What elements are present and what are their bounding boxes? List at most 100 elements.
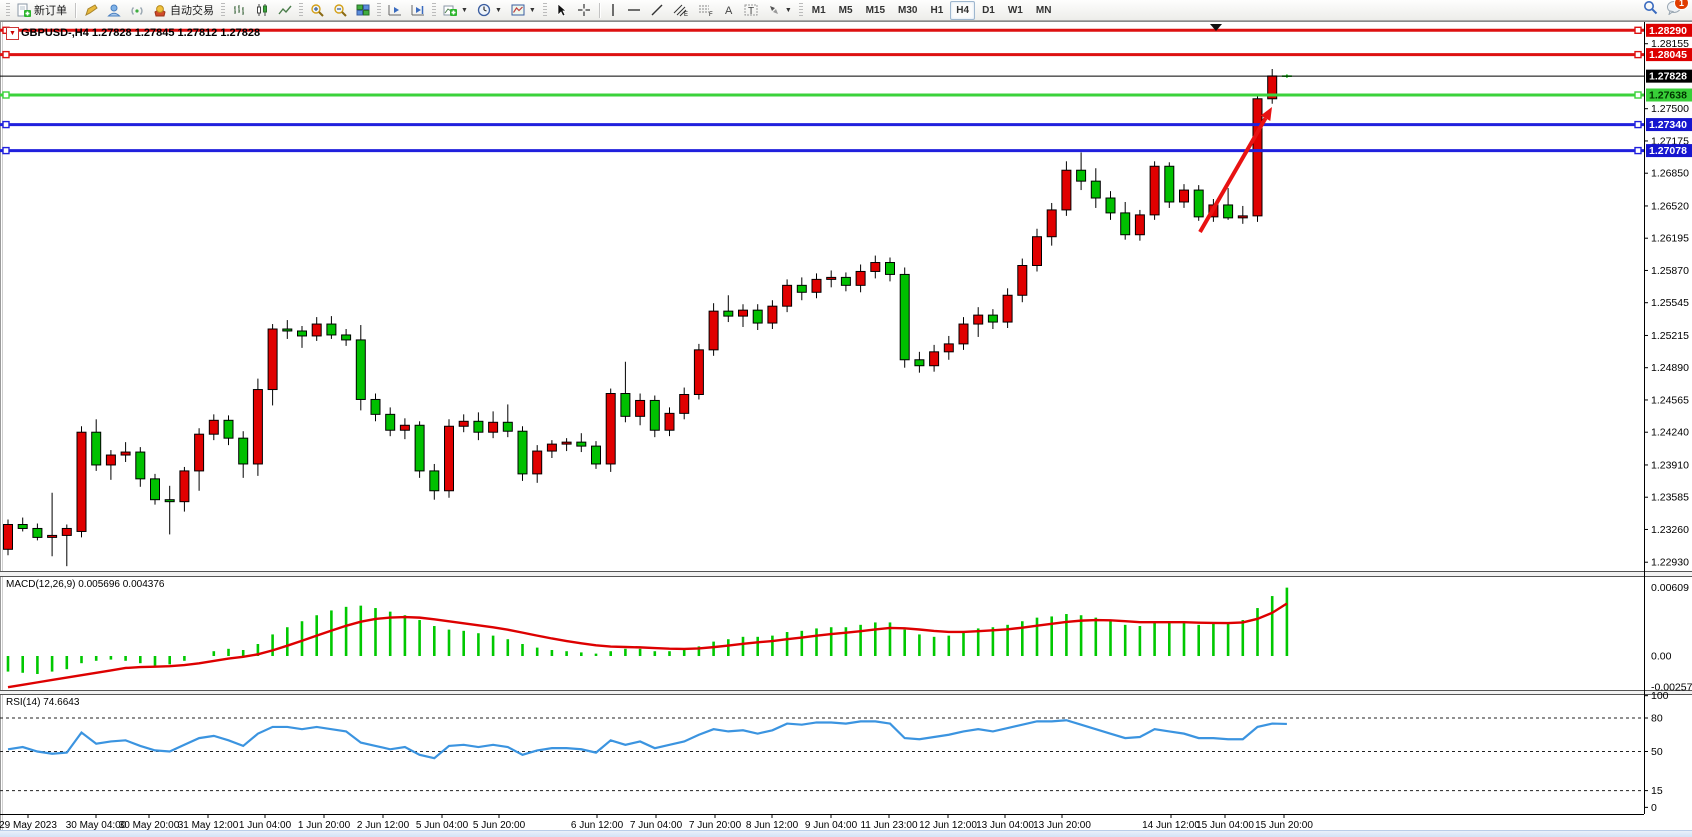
candle-body [973,314,984,325]
horizontal-line-tool-button[interactable] [623,0,645,21]
timeframe-h4[interactable]: H4 [950,0,976,20]
candle-body [958,323,969,345]
periods-button[interactable]: ▼ [473,0,506,21]
indicators-icon [443,3,457,17]
candle-body [341,334,352,341]
line-handle[interactable] [1634,50,1642,59]
equidistant-channel-tool-button[interactable]: E [669,0,693,21]
chart-shift-button[interactable] [407,0,429,21]
candle-body [385,413,396,431]
line-handle[interactable] [2,91,10,99]
signals-button[interactable] [126,0,148,21]
rsi-scale-label: 100 [1651,690,1669,702]
time-axis-label: 30 May 04:00 [66,820,127,831]
candle-body [1002,294,1013,323]
text-label-icon: T [744,3,758,17]
time-axis-label: 15 Jun 04:00 [1196,820,1254,831]
zoom-out-button[interactable] [329,0,351,21]
templates-button[interactable]: ▼ [507,0,540,21]
crosshair-tool-button[interactable] [573,0,595,21]
svg-text:E: E [684,12,688,17]
candle-body [738,309,748,317]
trendline-tool-button[interactable] [646,0,668,21]
line-handle[interactable] [1634,91,1642,99]
arrows-tool-button[interactable]: ▼ [763,0,796,21]
line-handle[interactable] [1634,146,1642,155]
svg-text:A: A [725,5,733,17]
candle-body [561,441,572,445]
candle-body [1164,165,1175,203]
profile-button[interactable] [103,0,125,21]
tile-windows-button[interactable] [352,0,374,21]
line-handle[interactable] [1634,26,1642,35]
text-label-tool-button[interactable]: T [740,0,762,21]
timeframe-m5[interactable]: M5 [838,4,853,16]
candle-body [1237,215,1248,219]
search-icon[interactable] [1643,0,1658,20]
candle-body [76,431,87,532]
candle-body [1076,169,1087,182]
periods-caret: ▼ [494,6,502,14]
auto-trading-label: 自动交易 [170,5,214,17]
channel-icon: E [673,3,689,17]
candle-body [1193,189,1204,218]
macd-indicator-label: MACD(12,26,9) 0.005696 0.004376 [6,579,165,590]
price-tag [1646,48,1692,62]
new-order-button[interactable]: 新订单 [13,0,71,21]
line-handle[interactable] [2,146,10,155]
auto-scroll-button[interactable] [384,0,406,21]
vertical-line-tool-button[interactable] [604,0,622,21]
price-tick-label: 1.23585 [1651,492,1689,504]
horizontal-line-icon [627,3,641,17]
notifications-button[interactable]: 1 [1666,0,1689,20]
candle-body [811,278,822,293]
chart-window-icon: ▼ [6,27,19,40]
zoom-in-button[interactable] [306,0,328,21]
line-handle[interactable] [2,50,10,59]
fibonacci-tool-button[interactable]: F [694,0,718,21]
cursor-tool-button[interactable] [550,0,572,21]
timeframe-w1[interactable]: W1 [1007,4,1023,16]
time-axis-label: 5 Jun 04:00 [416,820,469,831]
indicators-button[interactable]: ▼ [439,0,472,21]
timeframe-mn[interactable]: MN [1035,4,1052,16]
candle-body [649,399,660,431]
candlestick-mode-button[interactable] [251,0,273,21]
time-axis-label: 7 Jun 20:00 [689,820,742,831]
price-tick-label: 1.24240 [1651,427,1689,439]
bar-chart-mode-button[interactable] [228,0,250,21]
signal-icon [130,3,144,17]
text-tool-button[interactable]: A [719,0,739,21]
candle-body [297,330,307,337]
line-handle[interactable] [2,120,10,129]
rsi-indicator-label: RSI(14) 74.6643 [6,697,80,708]
candle-body [444,425,454,492]
candle-body [929,351,940,367]
auto-scroll-icon [388,3,402,17]
candle-body [723,310,734,317]
line-handle[interactable] [1634,120,1642,129]
timeframe-m1[interactable]: M1 [811,4,826,16]
candle-body [782,284,793,307]
candle-body [679,393,690,414]
auto-trading-button[interactable]: 自动交易 [149,0,218,21]
candle-body [355,339,366,400]
line-chart-mode-button[interactable] [274,0,296,21]
timeframe-m15[interactable]: M15 [865,4,886,16]
arrows-icon [767,3,781,17]
timeframe-h1[interactable]: H1 [930,4,944,16]
candle-body [664,412,675,431]
timeframe-d1[interactable]: D1 [982,4,995,16]
candle-body [61,527,72,536]
candle-body [1090,180,1101,199]
candle-body [899,273,910,361]
toolbar-grip[interactable] [6,2,10,18]
candle-body [840,276,851,286]
trend-arrow-object[interactable] [1198,117,1268,233]
candle-body [120,451,131,456]
timeframe-m30[interactable]: M30 [898,4,918,16]
pencil-tool-button[interactable] [80,0,102,21]
price-tag-label: 1.27638 [1649,90,1687,102]
candle-body [488,421,499,433]
